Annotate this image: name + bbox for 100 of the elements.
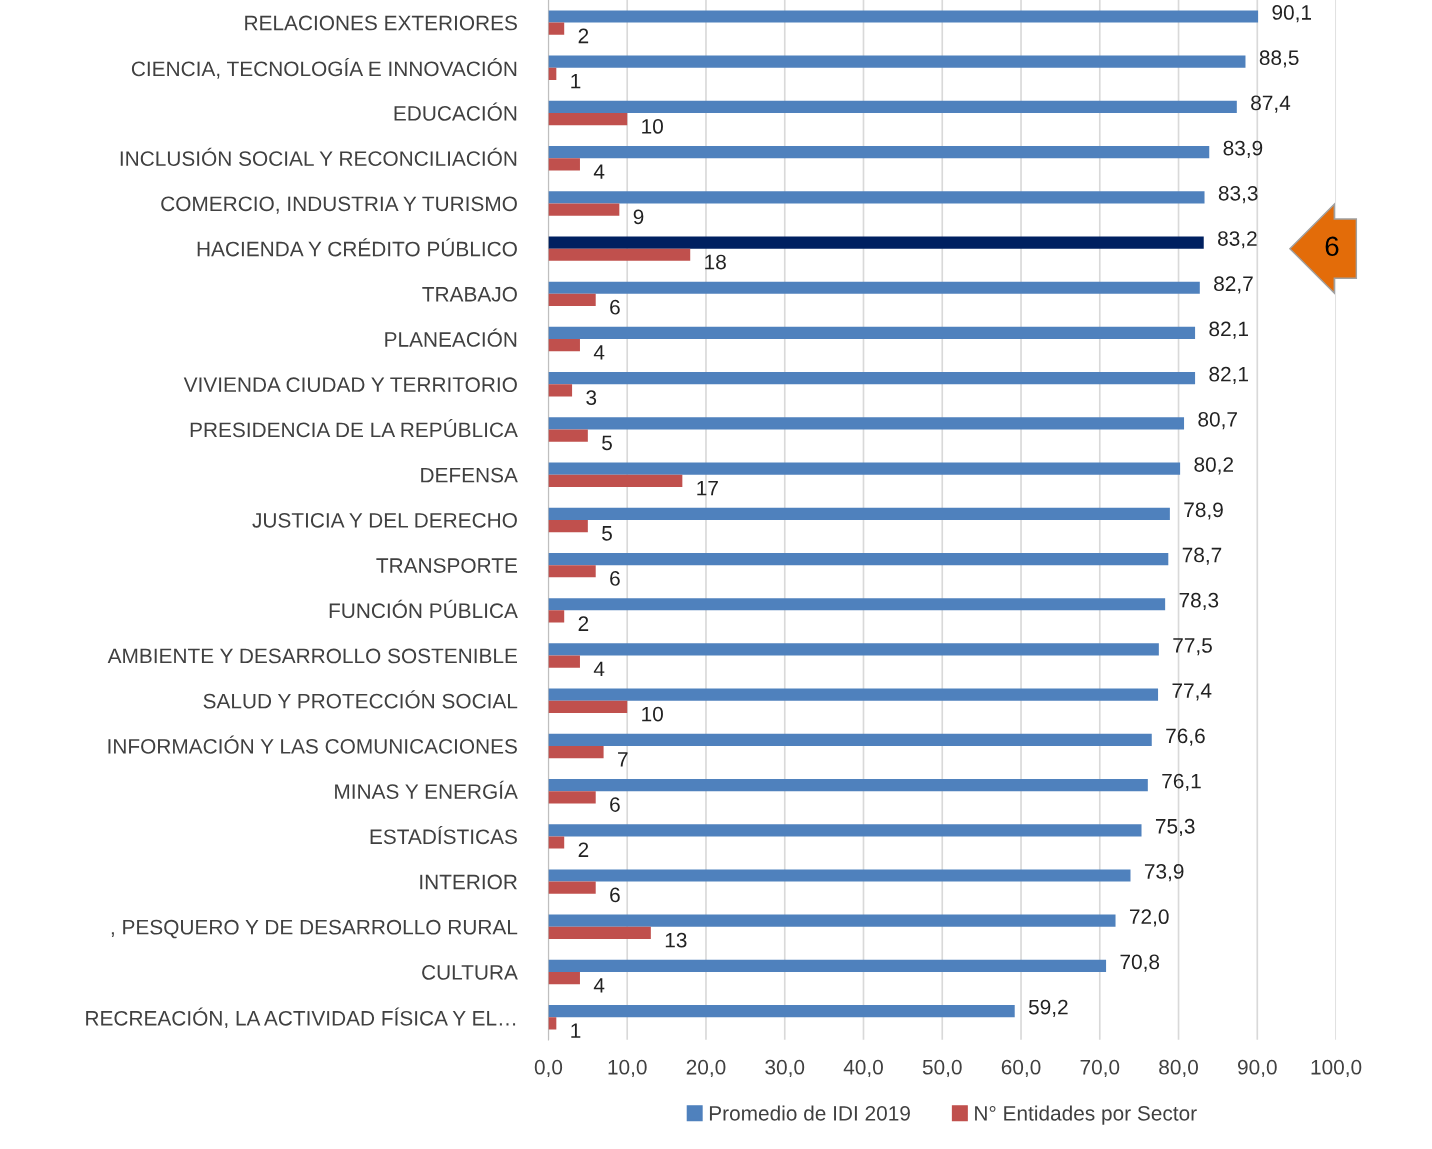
data-label: 77,5 (1173, 638, 1212, 656)
y-tick-label: EDUCACIÓN (394, 102, 517, 121)
data-label: 87,4 (1251, 95, 1291, 113)
y-tick-label: , PESQUERO Y DE DESARROLLO RURAL (111, 919, 518, 939)
data-label: 9 (633, 209, 644, 225)
bar (548, 384, 573, 397)
y-tick-label: CIENCIA, TECNOLOGÍA E INNOVACIÓN (131, 57, 517, 79)
x-tick-label: 70,0 (1080, 1059, 1120, 1078)
x-tick-label: 0,0 (534, 1059, 563, 1078)
bar (548, 281, 1200, 294)
bar (548, 824, 1142, 837)
bar (548, 326, 1196, 340)
bar (548, 236, 1204, 249)
annotation: 6 (1325, 236, 1339, 257)
bar (548, 733, 1152, 746)
x-tick-label: 90,0 (1238, 1059, 1277, 1078)
data-label: 13 (665, 932, 687, 948)
y-tick-label: TRABAJO (422, 286, 517, 302)
bar (548, 474, 683, 487)
data-label: 76,6 (1166, 728, 1205, 746)
data-label: 1 (571, 1023, 581, 1038)
data-label: 59,2 (1028, 999, 1068, 1017)
x-tick-label: 30,0 (765, 1059, 805, 1078)
data-label: 73,9 (1144, 864, 1184, 882)
data-label: 90,1 (1272, 5, 1311, 23)
x-tick-label: 40,0 (843, 1059, 883, 1078)
bar (548, 191, 1205, 204)
data-label: 2 (578, 842, 589, 857)
y-tick-label: CULTURA (422, 965, 518, 980)
bar (548, 113, 628, 126)
data-label: 75,3 (1155, 818, 1195, 837)
bar (548, 429, 588, 442)
data-label: 77,4 (1172, 683, 1212, 701)
legend-label: Promedio de IDI 2019 (709, 1105, 910, 1121)
bar (548, 610, 565, 623)
bar (548, 146, 1210, 159)
data-label: 78,9 (1184, 502, 1223, 520)
bar (548, 914, 1116, 927)
bar (548, 462, 1181, 475)
bar (548, 959, 1107, 973)
bar (548, 745, 604, 759)
data-label: 4 (593, 978, 605, 993)
data-label: 17 (697, 480, 718, 496)
bar (548, 158, 580, 171)
bar (548, 700, 628, 713)
x-tick-label: 80,0 (1159, 1059, 1198, 1078)
x-tick-label: 20,0 (686, 1059, 726, 1078)
bar (548, 791, 596, 804)
data-label: 6 (610, 571, 620, 586)
bar (548, 688, 1159, 701)
y-tick-label: PLANEACIÓN (385, 328, 517, 347)
bar (548, 869, 1131, 882)
bar (548, 565, 596, 578)
data-label: 82,1 (1209, 321, 1248, 339)
bar (548, 926, 651, 940)
data-label: 80,7 (1198, 411, 1237, 430)
bar (548, 100, 1237, 114)
y-tick-label: AMBIENTE Y DESARROLLO SOSTENIBLE (107, 648, 517, 664)
data-label: 82,7 (1214, 276, 1253, 294)
bar (548, 203, 620, 216)
data-label: 72,0 (1129, 909, 1169, 927)
x-tick-label: 50,0 (922, 1059, 962, 1078)
y-tick-label: FUNCIÓN PÚBLICA (329, 599, 518, 619)
data-label: 6 (610, 299, 620, 315)
data-label: 88,5 (1259, 50, 1299, 68)
bar (548, 655, 580, 668)
y-tick-label: INTERIOR (420, 874, 517, 890)
data-label: 7 (618, 752, 628, 767)
data-label: 4 (593, 345, 605, 360)
y-tick-label: COMERCIO, INDUSTRIA Y TURISMO (161, 196, 517, 214)
y-tick-label: PRESIDENCIA DE LA REPÚBLICA (190, 418, 518, 438)
x-tick-label: 60,0 (1001, 1059, 1041, 1078)
data-label: 6 (610, 887, 620, 903)
data-label: 80,2 (1194, 457, 1233, 475)
data-label: 1 (571, 74, 581, 89)
y-tick-label: VIVIENDA CIUDAD Y TERRITORIO (183, 377, 517, 393)
bar (548, 10, 1259, 23)
bar (548, 778, 1148, 792)
legend-label: N° Entidades por Sector (975, 1105, 1197, 1125)
bar (548, 598, 1166, 611)
bar (548, 339, 580, 352)
y-tick-label: INCLUSIÓN SOCIAL Y RECONCILIACIÓN (120, 147, 517, 166)
bar (548, 507, 1170, 520)
y-tick-label: HACIENDA Y CRÉDITO PÚBLICO (197, 238, 517, 257)
data-label: 5 (602, 526, 612, 541)
data-label: 2 (578, 28, 589, 44)
y-tick-label: JUSTICIA Y DEL DERECHO (252, 512, 517, 528)
bar (548, 972, 580, 985)
bar (548, 248, 691, 261)
data-label: 18 (705, 254, 726, 270)
data-label: 78,7 (1182, 547, 1222, 565)
bar (548, 1005, 1015, 1018)
y-tick-label: DEFENSA (421, 467, 518, 483)
data-label: 82,1 (1209, 366, 1248, 384)
data-label: 5 (602, 435, 612, 451)
bar (548, 881, 596, 894)
bar (548, 293, 596, 307)
y-tick-label: RECREACIÓN, LA ACTIVIDAD FÍSICA Y EL… (86, 1007, 516, 1029)
data-label: 83,3 (1218, 185, 1258, 204)
data-label: 70,8 (1120, 954, 1160, 972)
